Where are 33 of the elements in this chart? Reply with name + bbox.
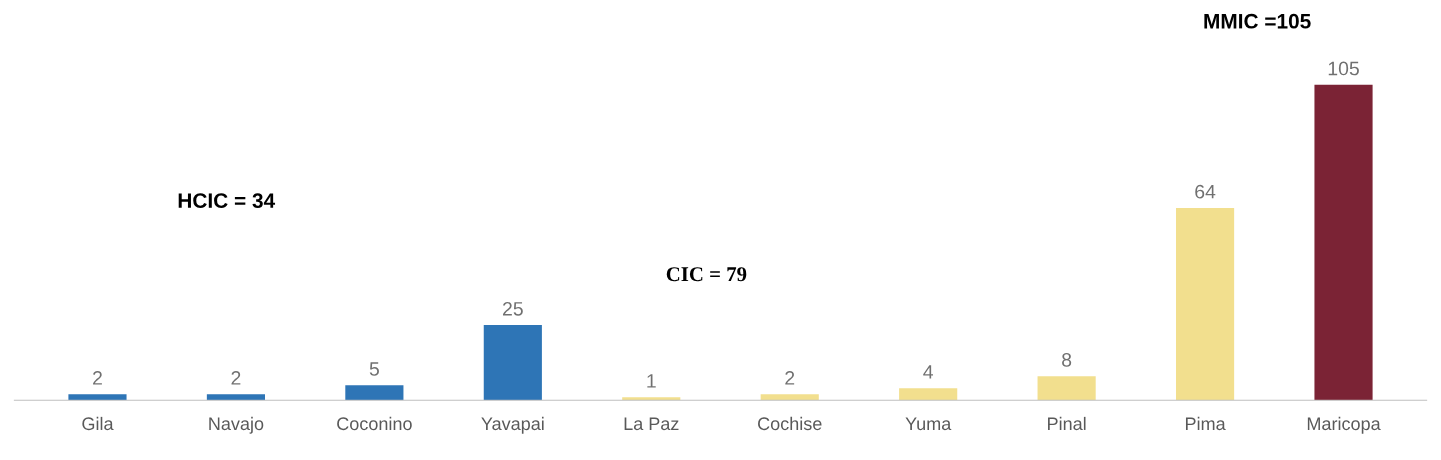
x-tick-label: Pima (1185, 416, 1226, 431)
bar (1314, 84, 1373, 401)
data-label: 25 (502, 301, 523, 316)
data-label: 2 (785, 371, 795, 385)
x-tick-label: Yavapai (481, 416, 544, 434)
bar (760, 394, 819, 401)
data-label: 8 (1062, 353, 1072, 367)
bar (345, 385, 404, 401)
data-label: 1 (647, 374, 656, 388)
data-label: 64 (1195, 184, 1216, 199)
data-label: 2 (231, 371, 241, 385)
bar (899, 388, 958, 401)
bar (206, 394, 265, 401)
data-label: 105 (1328, 61, 1359, 76)
x-tick-label: Cochise (758, 416, 822, 431)
data-label: 4 (923, 365, 934, 379)
bar (1037, 376, 1096, 401)
x-tick-label: Navajo (209, 416, 264, 434)
x-tick-label: Coconino (337, 416, 412, 431)
bar (68, 394, 127, 401)
x-tick-label: Maricopa (1307, 416, 1381, 434)
bar (1176, 207, 1235, 401)
x-tick-label: Yuma (905, 417, 952, 431)
data-label: 5 (369, 362, 379, 376)
x-tick-label: Gila (82, 416, 114, 431)
annotation: HCIC = 34 (178, 193, 276, 209)
text: MMIC =105 (1204, 13, 1311, 29)
data-label: 2 (93, 371, 102, 385)
annotation: CIC = 79 (666, 267, 747, 282)
bar (483, 325, 542, 401)
x-tick-label: La Paz (624, 417, 679, 431)
bar (622, 397, 681, 401)
x-tick-label: Pinal (1048, 416, 1086, 431)
